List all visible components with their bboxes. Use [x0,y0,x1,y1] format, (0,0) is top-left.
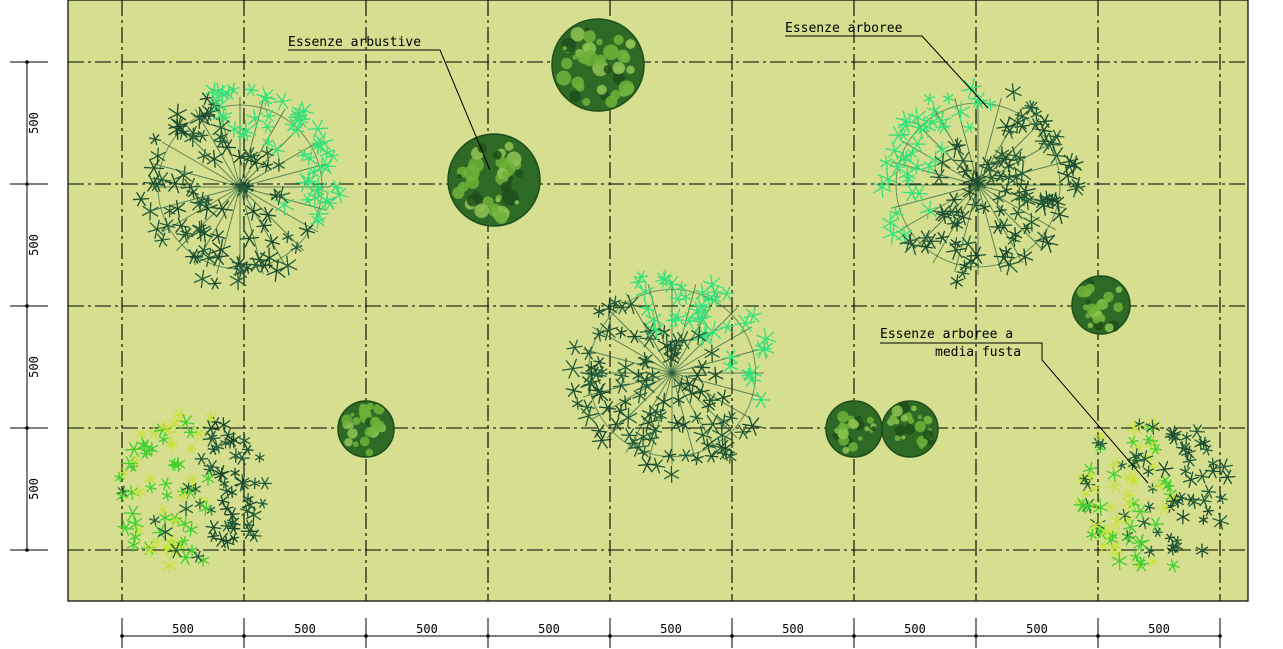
dimension-label-horizontal: 500 [416,622,438,636]
dimension-label-vertical: 500 [27,356,41,378]
tree-canopy-icon [562,269,777,483]
dimension-label-horizontal: 500 [538,622,560,636]
shrub-icon [551,18,645,112]
dimension-label-horizontal: 500 [904,622,926,636]
dimension-lines: 500 500 500 500 500 500 500 500 500 500 500 500 500 [10,60,1222,648]
tree-canopy-icon [872,77,1086,290]
label-trees-text: Essenze arboree [785,21,903,36]
leader-line-trees [785,35,989,109]
label-medium-trees-line1: Essenze arboree a [880,327,1013,342]
label-shrubs: Essenze arbustive [288,35,491,171]
dimension-label-vertical: 500 [27,234,41,256]
annotations: Essenze arbustive Essenze arboree Essenz… [288,21,1149,484]
dimension-label-horizontal: 500 [660,622,682,636]
shrub-icon [881,400,939,458]
medium-tree-canopy-icon [114,408,272,575]
label-medium-trees: Essenze arboree a media fusta [880,327,1149,484]
shrub-icon [447,133,541,227]
leader-line-shrubs [288,49,491,171]
dimension-label-vertical: 500 [27,478,41,500]
shrub-icon [825,400,883,458]
dimension-label-horizontal: 500 [782,622,804,636]
plants [114,18,1236,575]
label-trees: Essenze arboree [785,21,989,109]
label-shrubs-text: Essenze arbustive [288,35,421,50]
medium-tree-canopy-icon [1073,417,1236,573]
dimension-label-horizontal: 500 [1148,622,1170,636]
dimension-label-horizontal: 500 [1026,622,1048,636]
label-medium-trees-line2: media fusta [935,345,1021,360]
leader-line-medium-trees [880,342,1149,484]
dimension-label-vertical: 500 [27,112,41,134]
shrub-icon [337,400,395,458]
dimension-label-horizontal: 500 [172,622,194,636]
tree-canopy-icon [132,82,349,291]
shrub-icon [1071,275,1131,335]
dimension-label-horizontal: 500 [294,622,316,636]
